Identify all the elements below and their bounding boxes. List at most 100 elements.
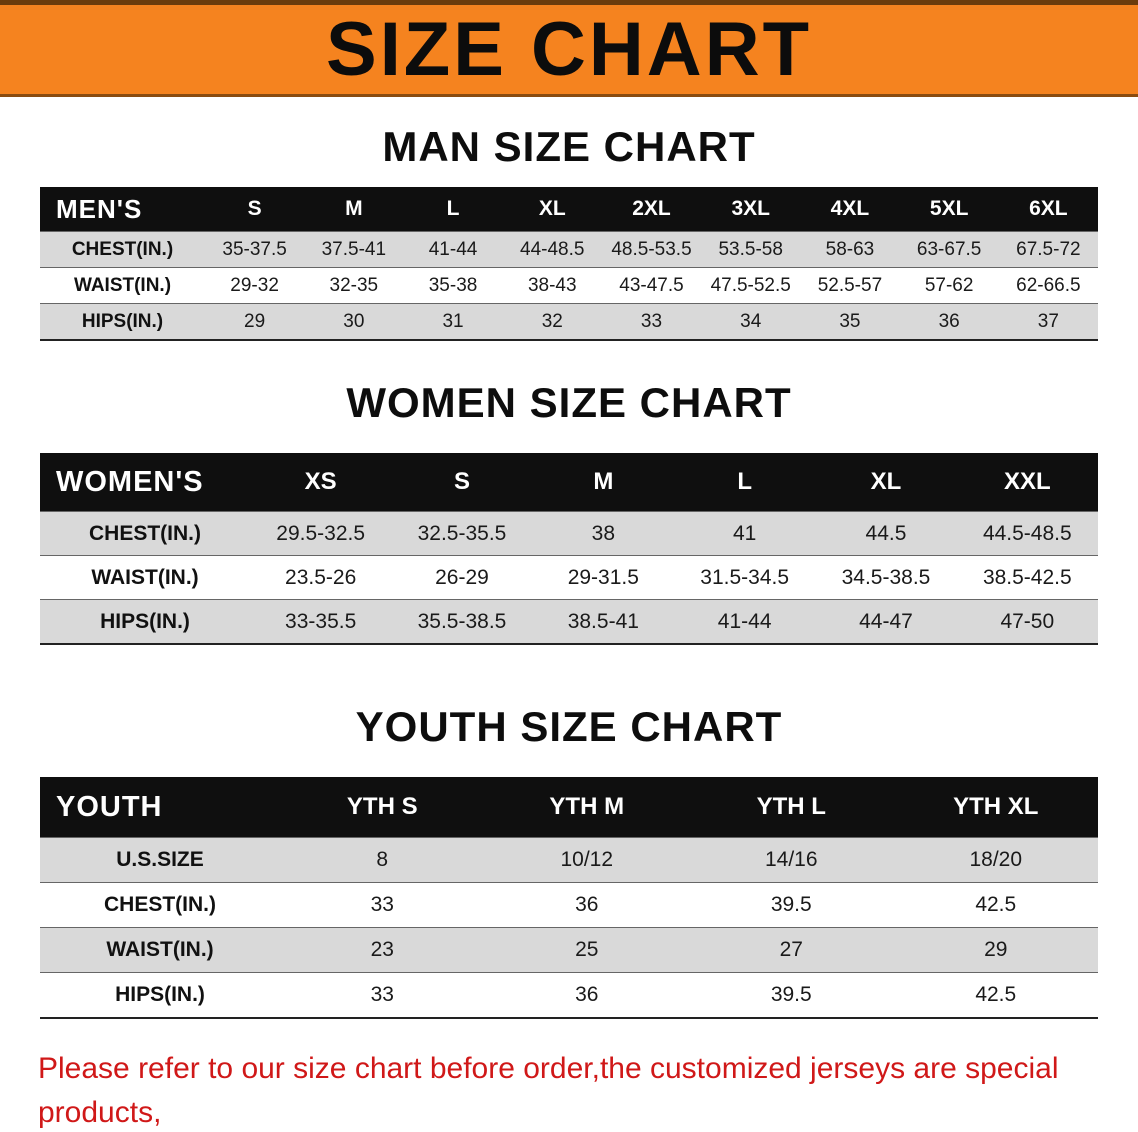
value-cell: 44.5-48.5 [982,521,1072,545]
value-cell: 32.5-35.5 [417,521,507,545]
value-cell: 42.5 [975,893,1017,916]
row-label: CHEST(IN.) [89,521,201,545]
page-title: SIZE CHART [326,6,812,92]
value-cell: 35-37.5 [222,238,287,260]
row-label: WAIST(IN.) [106,938,214,961]
value-cell: 38-43 [527,274,577,296]
size-table-header: MEN'S S M L XL 2XL 3XL 4XL 5XL 6XL [40,187,1098,231]
size-column-header: M [345,197,363,220]
size-column-header: XL [870,468,902,495]
size-column-header: 3XL [731,197,770,220]
value-cell: 32-35 [329,274,379,296]
value-cell: 42.5 [975,983,1017,1006]
table-row: WAIST(IN.) 23.5-26 26-29 29-31.5 31.5-34.5 34… [40,555,1098,599]
value-cell: 14/16 [764,848,818,871]
size-table-header: WOMEN'S XS S M L XL XXL [40,453,1098,511]
value-cell: 10/12 [560,848,614,871]
value-cell: 31.5-34.5 [700,565,790,589]
value-cell: 63-67.5 [916,238,982,260]
footer-notice: Please refer to our size chart before or… [38,1047,1100,1132]
table-row: WAIST(IN.) 23 25 27 29 [40,927,1098,972]
value-cell: 35.5-38.5 [417,609,507,633]
value-cell: 34.5-38.5 [841,565,931,589]
value-cell: 18/20 [969,848,1023,871]
men-section-heading: MAN SIZE CHART [382,123,756,170]
value-cell: 33-35.5 [285,609,357,633]
size-column-header: YTH XL [953,793,1039,820]
value-cell: 67.5-72 [1016,238,1081,260]
value-cell: 39.5 [770,983,812,1006]
size-table-header: YOUTH YTH S YTH M YTH L YTH XL [40,777,1098,837]
table-row: CHEST(IN.) 35-37.5 37.5-41 41-44 44-48.5 48.5… [40,231,1098,267]
women-section-heading: WOMEN SIZE CHART [346,379,792,426]
value-cell: 29.5-32.5 [276,521,366,545]
size-column-header: 4XL [830,197,870,220]
size-column-header: 5XL [929,197,969,220]
size-column-header: S [453,468,470,495]
value-cell: 33 [370,893,394,916]
table-row: HIPS(IN.) 29 30 31 32 33 34 35 36 37 [40,303,1098,339]
size-column-header: S [247,197,262,220]
table-row: CHEST(IN.) 33 36 39.5 42.5 [40,882,1098,927]
value-cell: 38.5-41 [567,609,639,633]
size-column-header: XXL [1003,468,1051,495]
value-cell: 25 [575,938,599,961]
value-cell: 34 [740,310,762,332]
value-cell: 30 [343,310,365,332]
table-header-label: MEN'S [56,193,143,224]
value-cell: 27 [779,938,803,961]
size-column-header: 6XL [1029,197,1068,220]
value-cell: 41-44 [428,238,478,260]
value-cell: 23.5-26 [285,565,357,589]
value-cell: 36 [575,983,599,1006]
table-row: HIPS(IN.) 33-35.5 35.5-38.5 38.5-41 41-44 44-… [40,599,1098,643]
table-row: U.S.SIZE 8 10/12 14/16 18/20 [40,837,1098,882]
row-label: U.S.SIZE [116,848,204,871]
value-cell: 47-50 [1000,609,1055,633]
value-cell: 29 [244,310,266,332]
value-cell: 26-29 [435,565,489,589]
value-cell: 41 [732,521,757,545]
row-label: HIPS(IN.) [115,983,205,1006]
table-header-label: WOMEN'S [56,465,204,498]
value-cell: 47.5-52.5 [710,274,791,296]
value-cell: 36 [938,310,960,332]
size-column-header: XS [304,468,337,495]
mens-size-table: MEN'S S M L XL 2XL 3XL 4XL 5XL 6XL CHEST(IN.) 35-37… [40,187,1098,341]
value-cell: 8 [376,848,389,871]
size-column-header: L [737,468,752,495]
value-cell: 38 [591,521,615,545]
size-column-header: YTH M [549,793,625,820]
value-cell: 35-38 [428,274,478,296]
row-label: WAIST(IN.) [73,274,172,296]
value-cell: 37.5-41 [321,238,387,260]
size-column-header: YTH L [756,793,826,820]
value-cell: 38.5-42.5 [982,565,1072,589]
value-cell: 33 [370,983,394,1006]
row-label: WAIST(IN.) [91,565,199,589]
table-row: CHEST(IN.) 29.5-32.5 32.5-35.5 38 41 44.5 44.5… [40,511,1098,555]
table-header-label: YOUTH [56,790,163,823]
value-cell: 37 [1037,310,1059,332]
value-cell: 44-47 [859,609,913,633]
size-column-header: XL [538,197,566,220]
value-cell: 53.5-58 [718,238,783,260]
table-row: HIPS(IN.) 33 36 39.5 42.5 [40,972,1098,1017]
youth-size-table: YOUTH YTH S YTH M YTH L YTH XL U.S.SIZE 8 10/12… [40,777,1098,1019]
value-cell: 29-32 [230,274,279,296]
row-label: CHEST(IN.) [71,238,174,260]
value-cell: 44-48.5 [520,238,585,260]
row-label: HIPS(IN.) [100,609,190,633]
value-cell: 31 [442,310,464,332]
row-label: HIPS(IN.) [81,310,164,332]
value-cell: 33 [640,310,663,332]
value-cell: 41-44 [717,609,772,633]
banner: SIZE CHART [0,0,1138,97]
youth-section-heading: YOUTH SIZE CHART [355,703,783,750]
row-label: CHEST(IN.) [104,893,216,916]
notice-line-1: Please refer to our size chart before or… [38,1052,1059,1129]
value-cell: 43-47.5 [619,274,684,296]
value-cell: 39.5 [770,893,812,916]
value-cell: 29 [984,938,1008,961]
